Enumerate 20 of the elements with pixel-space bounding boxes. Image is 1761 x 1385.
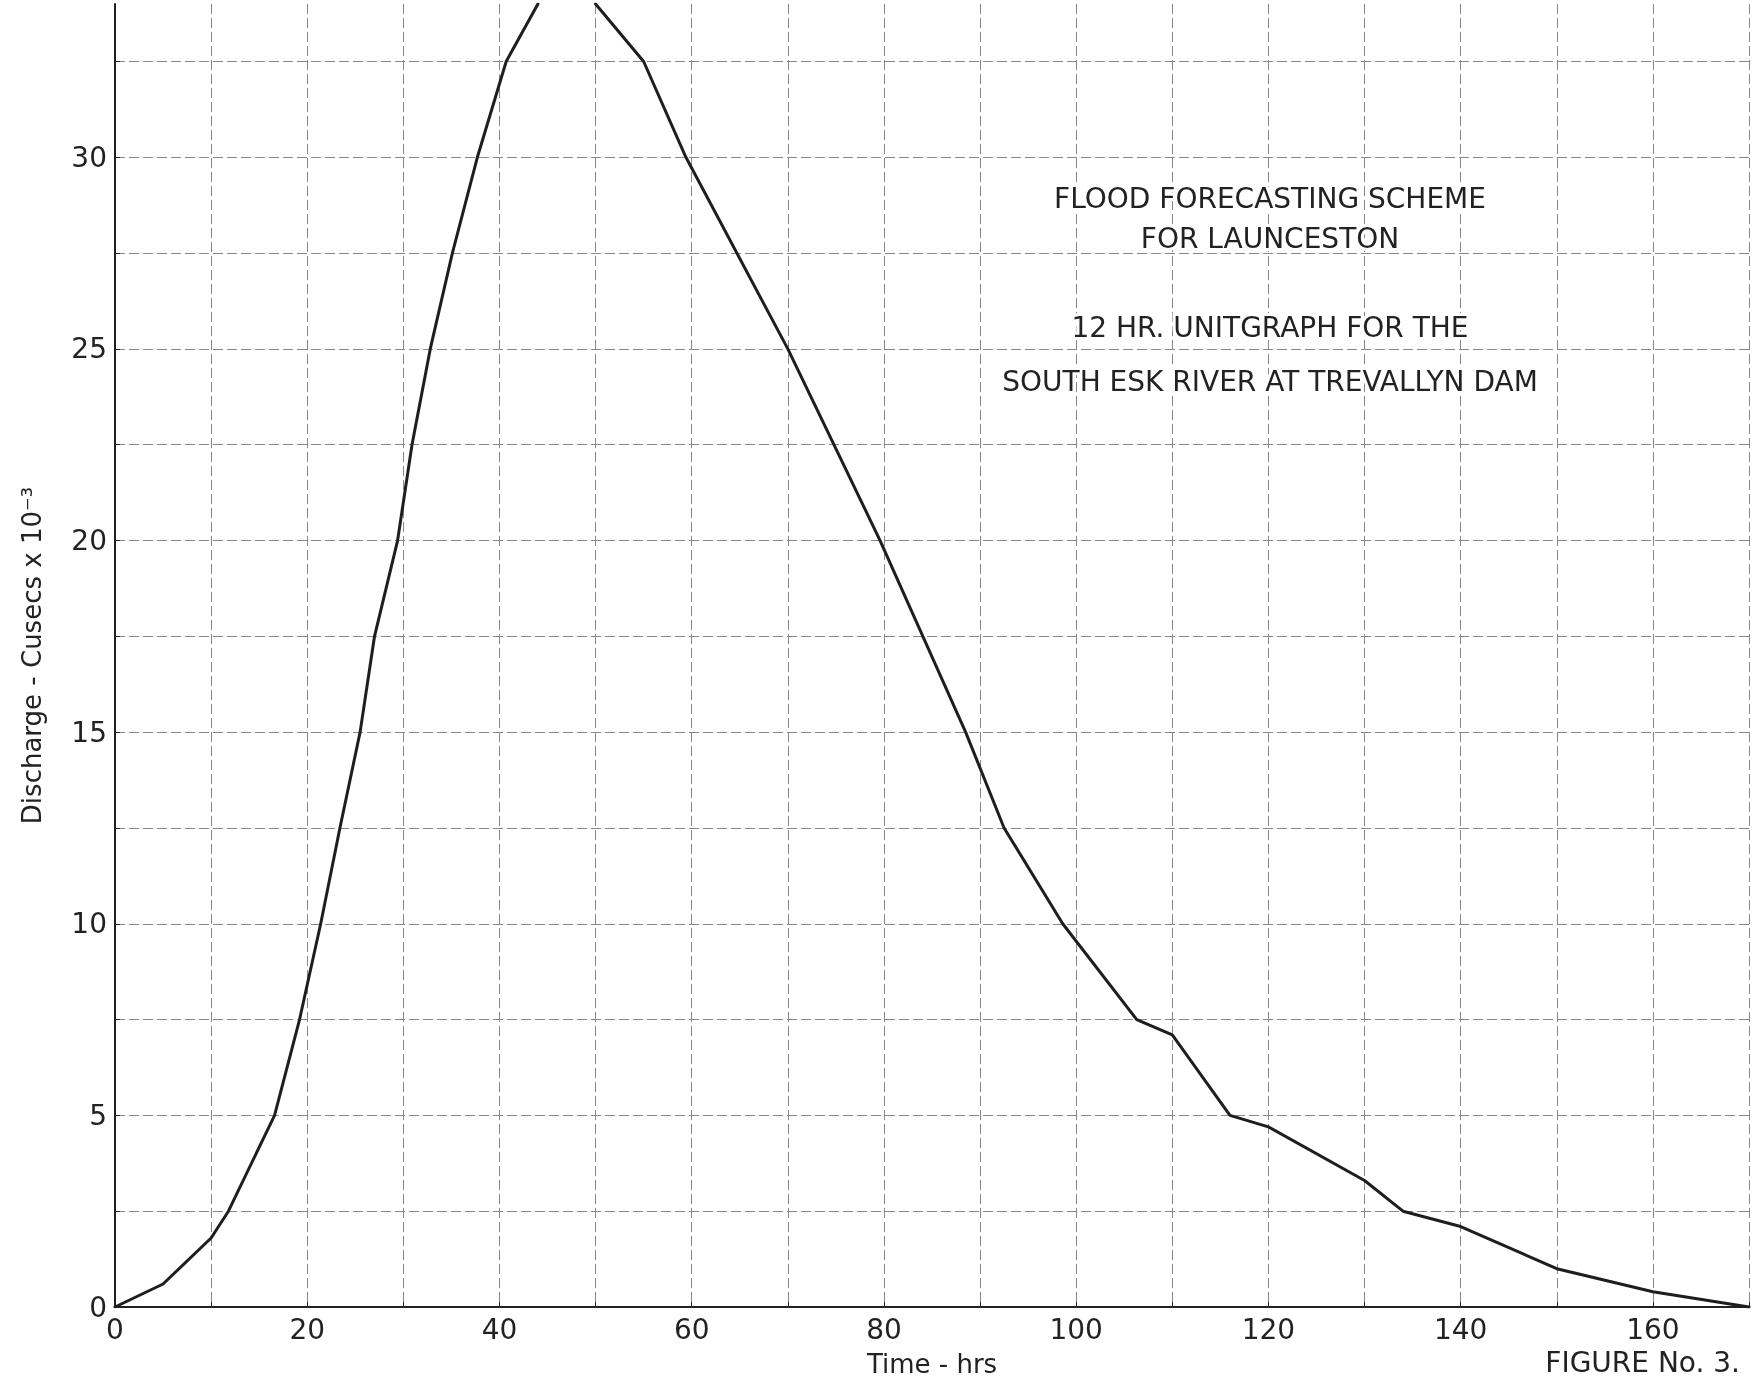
- x-tick-label: 100: [1049, 1312, 1103, 1346]
- x-tick-label: 160: [1626, 1312, 1680, 1346]
- x-axis-title: Time - hrs: [865, 1349, 998, 1379]
- x-tick-label: 140: [1433, 1312, 1488, 1346]
- y-tick-label: 25: [71, 332, 107, 366]
- x-tick-label: 80: [866, 1312, 902, 1346]
- y-tick-label: 20: [71, 524, 107, 558]
- y-tick-label: 30: [71, 140, 107, 174]
- x-tick-label: 20: [289, 1312, 326, 1346]
- x-tick-label: 120: [1241, 1312, 1296, 1346]
- x-tick-label: 40: [481, 1312, 518, 1346]
- y-axis-title: Discharge - Cusecs x 10⁻³: [17, 486, 47, 825]
- text: FIGURE No. 3.: [1545, 1345, 1740, 1379]
- text: 12 HR. UNITGRAPH FOR THE SOUTH ESK RIVER AT TREVALLYN DAM: [1002, 310, 1538, 398]
- y-tick-label: 5: [89, 1098, 107, 1132]
- x-tick-label: 60: [673, 1312, 710, 1346]
- text: FLOOD FORECASTING SCHEME FOR LAUNCESTON: [1054, 181, 1486, 255]
- y-tick-label: 0: [89, 1290, 107, 1324]
- y-tick-label: 10: [71, 907, 107, 941]
- y-tick-label: 15: [71, 715, 107, 749]
